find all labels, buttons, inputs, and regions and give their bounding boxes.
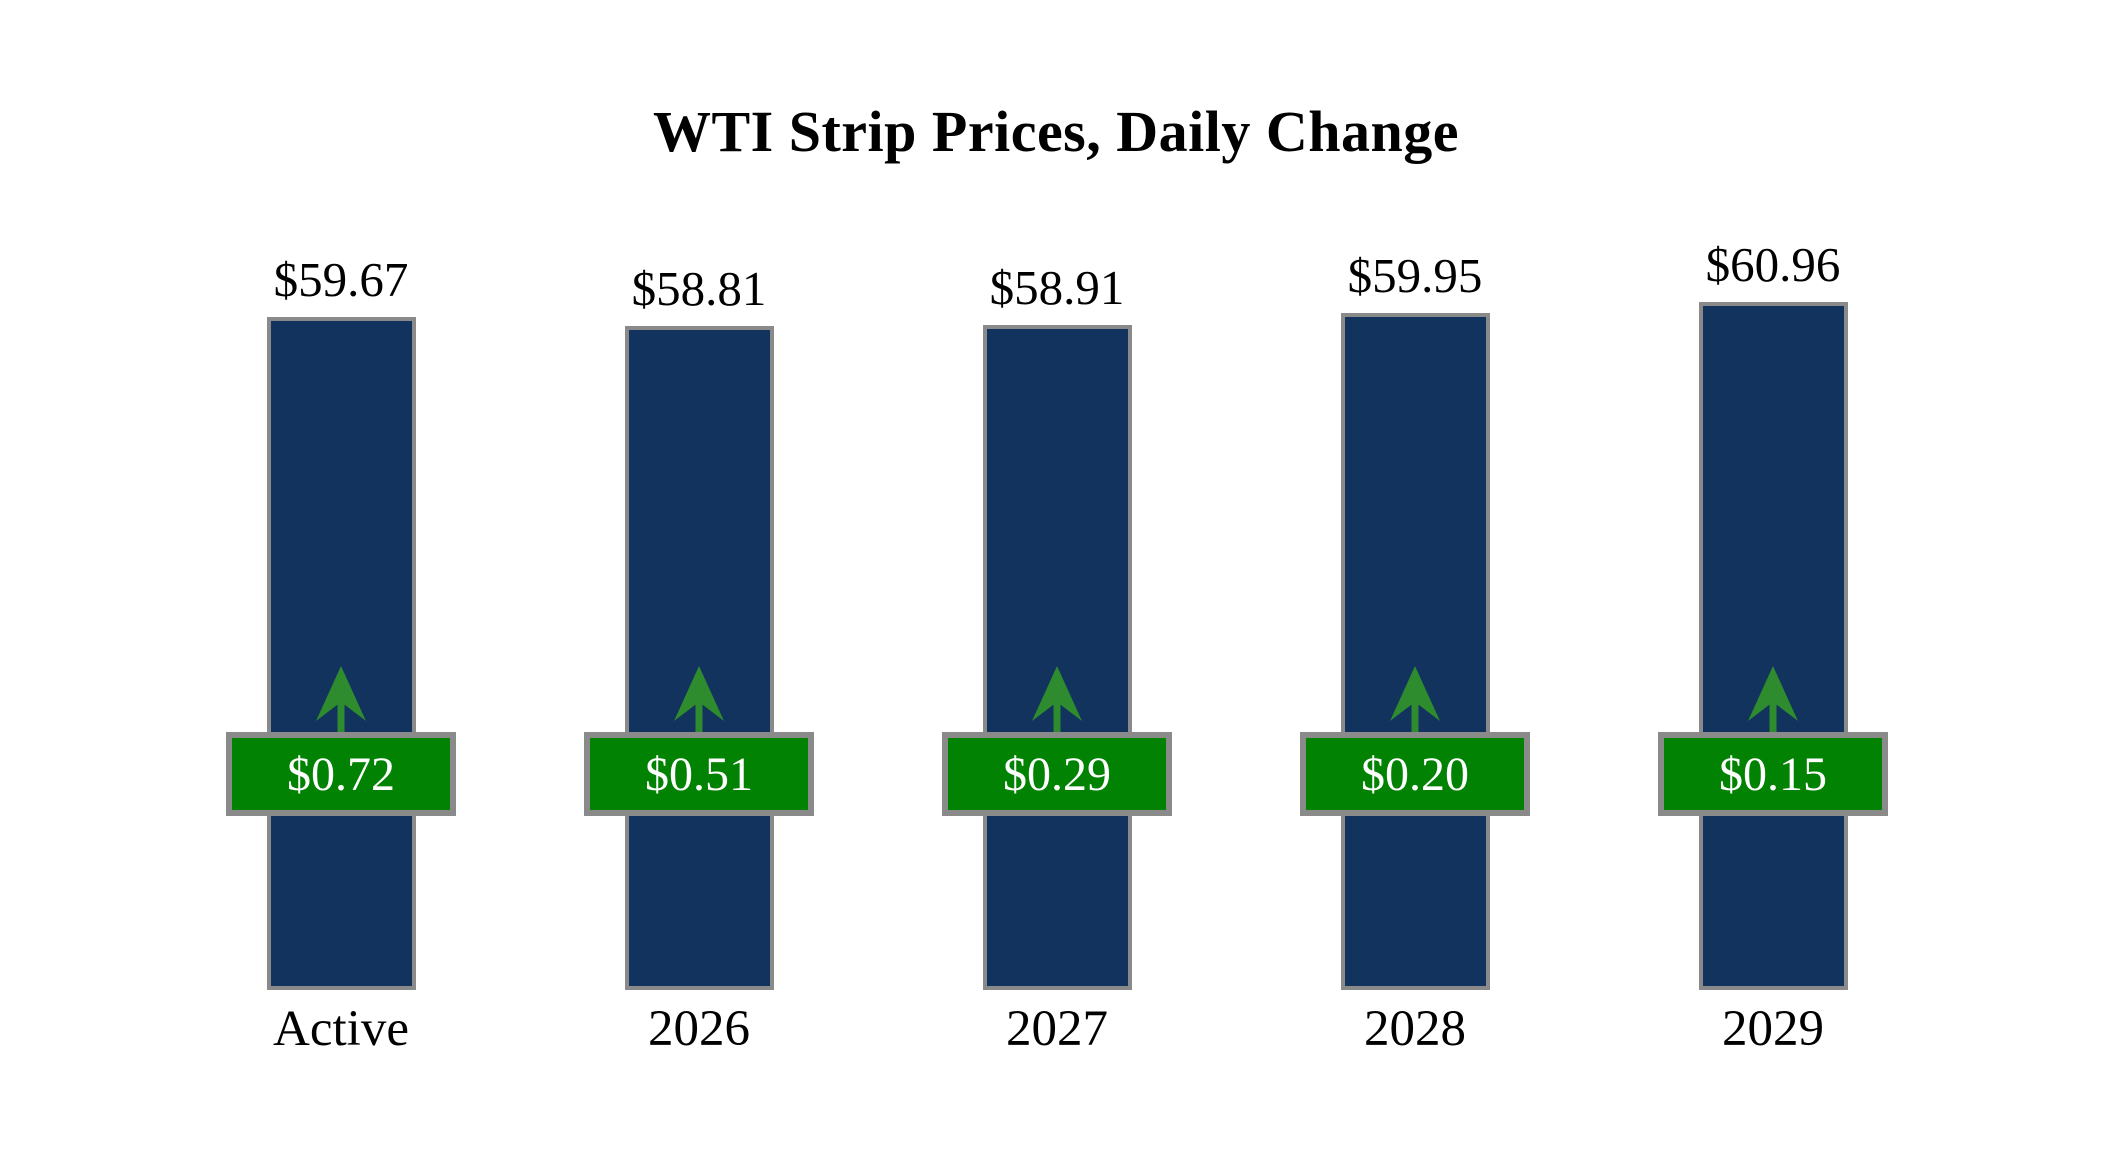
change-badge: $0.20 xyxy=(1300,732,1530,816)
price-label: $60.96 xyxy=(1705,237,1841,293)
price-label: $59.95 xyxy=(1347,248,1483,304)
change-value: $0.15 xyxy=(1719,747,1827,801)
change-badge: $0.72 xyxy=(226,732,456,816)
x-axis-label: 2027 xyxy=(1006,1001,1108,1057)
up-arrow-icon xyxy=(1388,666,1442,732)
price-bar xyxy=(266,317,416,990)
price-label: $58.81 xyxy=(631,261,767,317)
up-arrow-icon xyxy=(314,666,368,732)
x-axis-labels: Active 2026 2027 2028 2029 xyxy=(162,1000,1952,1059)
price-bar xyxy=(624,326,774,990)
change-badge: $0.29 xyxy=(942,732,1172,816)
change-value: $0.29 xyxy=(1003,747,1111,801)
change-badge: $0.15 xyxy=(1658,732,1888,816)
change-value: $0.20 xyxy=(1361,747,1469,801)
bar-column-2026: $58.81 $0.51 xyxy=(520,0,878,990)
up-arrow-icon xyxy=(1030,666,1084,732)
bar-column-2027: $58.91 $0.29 xyxy=(878,0,1236,990)
change-badge: $0.51 xyxy=(584,732,814,816)
bar-columns: $59.67 $0.72 $58.81 $0.5 xyxy=(162,0,1952,990)
bar-column-2028: $59.95 $0.20 xyxy=(1236,0,1594,990)
x-axis-label: Active xyxy=(273,1001,409,1057)
price-bar xyxy=(1698,302,1848,990)
x-axis-label: 2028 xyxy=(1364,1001,1466,1057)
price-label: $58.91 xyxy=(989,260,1125,316)
up-arrow-icon xyxy=(672,666,726,732)
x-axis-label: 2029 xyxy=(1722,1001,1824,1057)
price-label: $59.67 xyxy=(273,252,409,308)
bar-column-2029: $60.96 $0.15 xyxy=(1594,0,1952,990)
change-value: $0.72 xyxy=(287,747,395,801)
price-bar xyxy=(1340,313,1490,990)
x-axis-label: 2026 xyxy=(648,1001,750,1057)
bar-column-active: $59.67 $0.72 xyxy=(162,0,520,990)
price-bar xyxy=(982,325,1132,990)
change-value: $0.51 xyxy=(645,747,753,801)
chart-title: WTI Strip Prices, Daily Change xyxy=(652,99,1460,164)
up-arrow-icon xyxy=(1746,666,1800,732)
